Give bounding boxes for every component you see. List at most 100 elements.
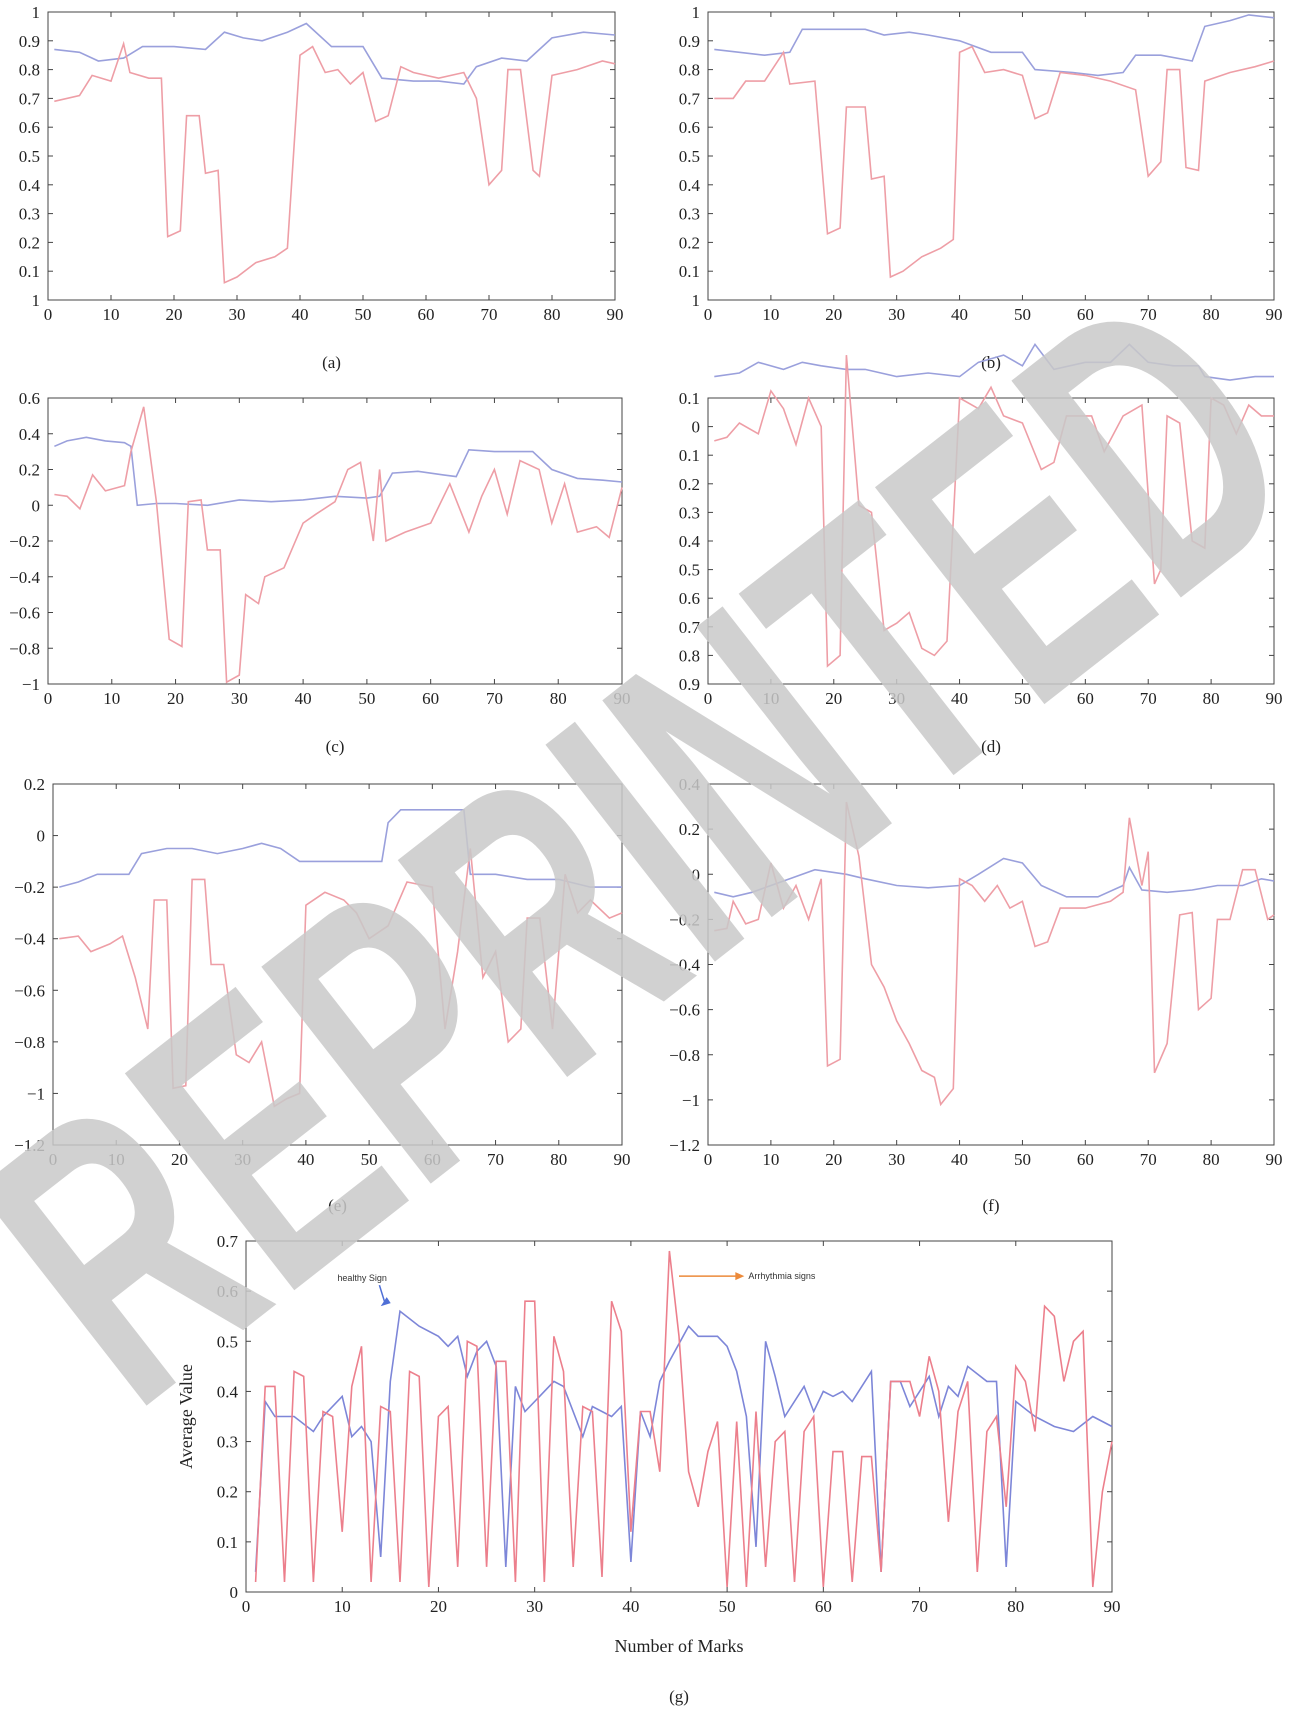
- x-tick-label: 80: [544, 305, 561, 324]
- x-tick-label: 40: [951, 689, 968, 708]
- x-tick-label: 90: [1266, 1150, 1283, 1169]
- x-tick-label: 10: [762, 1150, 779, 1169]
- watermark-overlay: REPRINTED: [0, 208, 1301, 1484]
- y-tick-label: 0.6: [679, 589, 700, 608]
- x-tick-label: 80: [1203, 305, 1220, 324]
- y-tick-label: 0.4: [679, 775, 701, 794]
- y-tick-label: 0.9: [679, 32, 700, 51]
- y-tick-label: 0.9: [19, 32, 40, 51]
- y-tick-label: 0.7: [19, 89, 41, 108]
- y-tick-label: 0.5: [679, 147, 700, 166]
- x-tick-label: 70: [1140, 305, 1157, 324]
- panel-label-f: (f): [983, 1196, 1000, 1215]
- y-tick-label: 0.7: [217, 1232, 239, 1251]
- x-tick-label: 30: [888, 1150, 905, 1169]
- y-tick-label: 0.3: [679, 205, 700, 224]
- x-tick-label: 10: [103, 305, 120, 324]
- y-tick-label: 0.2: [679, 820, 700, 839]
- x-tick-label: 60: [418, 305, 435, 324]
- x-tick-label: 50: [1014, 1150, 1031, 1169]
- y-tick-label: 0: [692, 418, 701, 437]
- y-tick-label: 0.4: [19, 176, 41, 195]
- x-tick-label: 70: [486, 689, 503, 708]
- series-line-a-2: [54, 40, 616, 284]
- x-tick-label: 90: [607, 305, 624, 324]
- x-tick-label: 80: [1203, 1150, 1220, 1169]
- x-axis-title: Number of Marks: [615, 1636, 744, 1656]
- x-tick-label: 0: [242, 1597, 251, 1616]
- y-tick-label: 0.5: [679, 561, 700, 580]
- panel-label-c: (c): [326, 737, 345, 756]
- annotation-label: healthy Sign: [337, 1273, 387, 1283]
- y-tick-label: 0.2: [19, 461, 40, 480]
- y-tick-label: −1: [682, 1091, 700, 1110]
- x-tick-label: 40: [297, 1150, 314, 1169]
- annotation-label: Arrhythmia signs: [748, 1271, 816, 1281]
- annotation-arrowhead: [380, 1297, 391, 1307]
- x-tick-label: 90: [614, 1150, 631, 1169]
- y-tick-label: 0.3: [679, 503, 700, 522]
- x-tick-label: 20: [171, 1150, 188, 1169]
- y-tick-label: 0.6: [217, 1282, 238, 1301]
- y-tick-label: 0.4: [217, 1382, 239, 1401]
- x-tick-label: 40: [951, 1150, 968, 1169]
- x-tick-label: 60: [1077, 1150, 1094, 1169]
- series-line-a-1: [54, 22, 616, 85]
- y-tick-label: −1: [22, 675, 40, 694]
- x-tick-label: 70: [481, 305, 498, 324]
- series-line-d-1: [714, 342, 1274, 381]
- x-tick-label: 10: [762, 305, 779, 324]
- plot-frame-e: [52, 783, 623, 1146]
- x-tick-label: 90: [614, 689, 631, 708]
- panel-label-e: (e): [328, 1196, 347, 1215]
- plot-frame-g: [245, 1240, 1113, 1593]
- x-tick-label: 20: [430, 1597, 447, 1616]
- y-tick-label: 0: [692, 865, 701, 884]
- y-tick-label: −1.2: [669, 1136, 700, 1155]
- x-tick-label: 40: [295, 689, 312, 708]
- x-tick-label: 0: [44, 689, 53, 708]
- y-tick-label: 0.1: [19, 262, 40, 281]
- x-tick-label: 80: [1007, 1597, 1024, 1616]
- x-tick-label: 30: [888, 305, 905, 324]
- y-tick-label: −0.4: [14, 930, 45, 949]
- y-tick-label: 0.6: [679, 118, 700, 137]
- x-tick-label: 40: [951, 305, 968, 324]
- y-tick-label: −0.8: [9, 639, 40, 658]
- annotation-arrow: [378, 1284, 386, 1303]
- y-tick-label: 0.7: [679, 618, 701, 637]
- x-tick-label: 60: [424, 1150, 441, 1169]
- y-tick-label: 0.1: [679, 389, 700, 408]
- y-tick-label: 0.3: [19, 205, 40, 224]
- x-tick-label: 80: [550, 689, 567, 708]
- series-line-g-2: [254, 1250, 1113, 1588]
- x-tick-label: 50: [355, 305, 372, 324]
- series-line-c-1: [54, 436, 623, 507]
- x-tick-label: 0: [49, 1150, 58, 1169]
- x-tick-label: 60: [1077, 689, 1094, 708]
- y-tick-label: 0.9: [679, 675, 700, 694]
- x-tick-label: 50: [1014, 689, 1031, 708]
- y-tick-label: 0.4: [19, 425, 41, 444]
- x-tick-label: 50: [358, 689, 375, 708]
- x-tick-label: 50: [361, 1150, 378, 1169]
- y-tick-label: 0.3: [217, 1433, 238, 1452]
- y-tick-label: 0.2: [679, 475, 700, 494]
- y-tick-label: 0.2: [24, 775, 45, 794]
- series-line-f-2: [714, 801, 1275, 1107]
- series-line-f-1: [714, 857, 1275, 898]
- watermark-text: REPRINTED: [0, 208, 1301, 1484]
- x-tick-label: 0: [704, 689, 713, 708]
- y-tick-label: 1: [32, 3, 41, 22]
- x-tick-label: 50: [1014, 305, 1031, 324]
- x-tick-label: 70: [1140, 1150, 1157, 1169]
- y-tick-label: −0.2: [669, 910, 700, 929]
- y-tick-label: −0.6: [669, 1001, 700, 1020]
- x-tick-label: 80: [1203, 689, 1220, 708]
- plot-frame-b: [707, 11, 1275, 301]
- y-tick-label: 0: [230, 1583, 239, 1602]
- x-tick-label: 20: [167, 689, 184, 708]
- x-tick-label: 40: [622, 1597, 639, 1616]
- y-tick-label: 0.8: [679, 646, 700, 665]
- series-line-d-2: [714, 355, 1274, 668]
